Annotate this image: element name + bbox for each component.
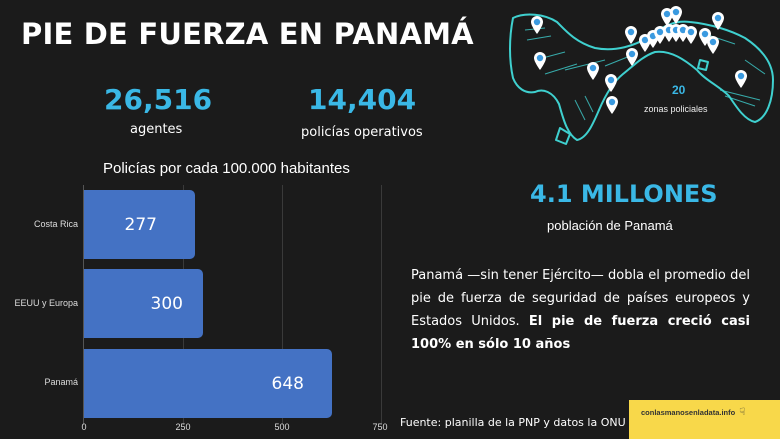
x-tick: 750 [372,422,388,432]
operative-label: policías operativos [301,125,423,140]
bar-value: 648 [271,373,304,394]
bar-value: 277 [124,214,157,235]
bar-value: 300 [150,293,183,314]
agents-count: 26,516 [104,83,213,116]
bar-costa-rica: 277 [84,190,195,259]
gridline-750 [381,185,382,425]
panama-outline-icon [509,13,774,141]
operative-count: 14,404 [308,83,417,116]
x-tick: 500 [274,422,290,432]
police-zone-pins [531,6,747,114]
summary-text: Panamá —sin tener Ejército— dobla el pro… [411,268,750,329]
population-label: población de Panamá [547,218,673,233]
summary-paragraph: Panamá —sin tener Ejército— dobla el pro… [411,264,750,356]
page-title: PIE DE FUERZA EN PANAMÁ [21,17,474,51]
category-label: Costa Rica [33,219,78,229]
y-axis [83,185,84,425]
x-tick: 0 [81,422,87,432]
zones-label: zonas policiales [644,104,708,114]
category-label: Panamá [44,377,78,387]
bar-chart: Costa Rica 277 EEUU y Europa 300 Panamá … [0,185,400,439]
population-value: 4.1 MILLONES [530,180,718,208]
source-note: Fuente: planilla de la PNP y datos la ON… [400,416,626,429]
summary-highlight: El pie de fuerza creció casi 100% en sól… [411,314,750,352]
chart-title: Policías por cada 100.000 habitantes [103,160,350,177]
pointing-hand-icon: ☟ [739,407,746,418]
bar-eeuu-europa: 300 [84,269,203,338]
agents-label: agentes [130,122,183,137]
website-link[interactable]: conlasmanosenladata.info ☟ [629,400,780,439]
category-label: EEUU y Europa [14,298,78,308]
x-tick: 250 [175,422,191,432]
bar-panama: 648 [84,349,332,418]
zones-count: 20 [672,83,686,97]
website-link-text[interactable]: conlasmanosenladata.info [641,408,736,417]
panama-map [509,6,774,145]
gridline-500 [282,185,283,425]
